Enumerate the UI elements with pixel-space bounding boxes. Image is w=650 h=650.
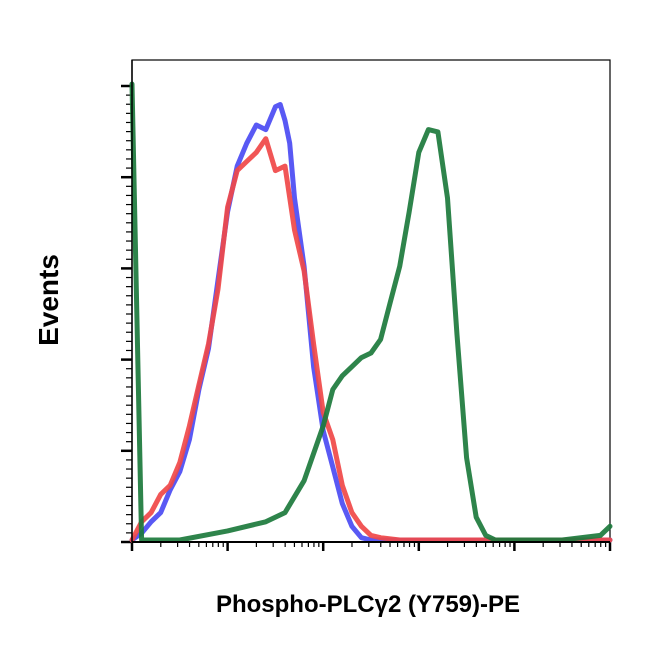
y-axis-title: Events	[33, 254, 64, 346]
series-layer	[129, 81, 613, 543]
axis-ticks	[121, 84, 612, 551]
series-3-line	[129, 81, 613, 543]
series-2-line	[129, 136, 613, 543]
plot-frame	[131, 59, 611, 543]
x-axis-title: Phospho-PLCγ2 (Y759)-PE	[216, 591, 520, 618]
series-1-line	[129, 102, 613, 543]
